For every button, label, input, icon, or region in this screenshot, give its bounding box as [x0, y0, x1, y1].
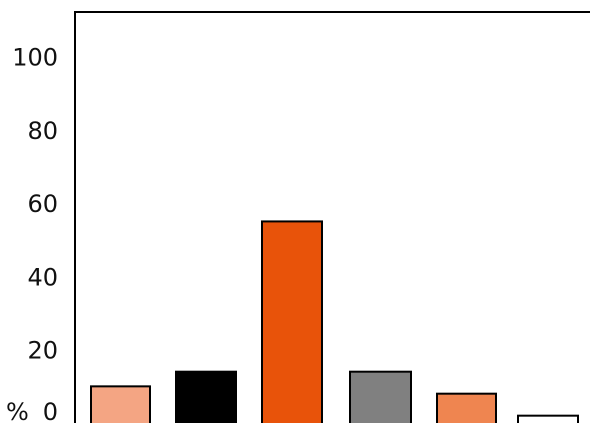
bar	[90, 385, 151, 427]
y-tick-label: 100	[12, 44, 58, 72]
y-tick-label: 60	[27, 190, 58, 218]
y-tick-label: 80	[27, 117, 58, 145]
y-tick-label: 20	[27, 337, 58, 365]
bar	[436, 392, 497, 427]
y-tick-label: 40	[27, 263, 58, 291]
y-axis-unit-label: %	[6, 398, 29, 423]
bar	[261, 220, 323, 427]
y-tick-label: 0	[43, 398, 58, 423]
y-axis-ticks: 0 20 40 60 80 100	[12, 44, 58, 427]
bar	[175, 370, 237, 427]
bar	[517, 414, 579, 427]
bars	[90, 220, 579, 427]
plot-frame	[74, 11, 590, 423]
bar	[349, 370, 412, 427]
